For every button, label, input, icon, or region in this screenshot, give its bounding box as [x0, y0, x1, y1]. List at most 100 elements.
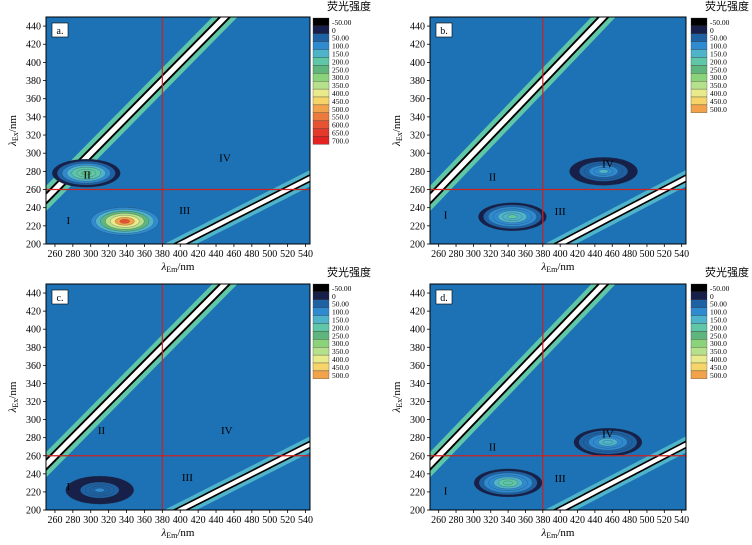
region-label-II: II	[84, 170, 92, 182]
scatter-core	[430, 284, 608, 469]
legend-level: 350.0	[710, 81, 727, 90]
legend-level: 500.0	[332, 105, 349, 114]
y-tick-label: 280	[26, 167, 41, 178]
region-label-III: III	[182, 472, 193, 484]
legend-level: 400.0	[710, 355, 727, 364]
region-label-I: I	[444, 210, 448, 222]
legend-level: 150.0	[710, 316, 727, 325]
x-tick-label: 500	[262, 249, 277, 260]
y-tick-label: 400	[26, 325, 41, 336]
y-tick-label: 200	[410, 506, 425, 517]
y-tick-label: 380	[26, 343, 41, 354]
legend-swatch	[312, 136, 330, 145]
legend-level: 200.0	[332, 323, 349, 332]
y-axis-label: λEx/nm	[7, 115, 20, 147]
legend-swatch	[690, 331, 708, 340]
x-tick-label: 460	[226, 249, 241, 260]
x-axis-label: λEm/nm	[161, 261, 195, 274]
legend-swatch	[690, 362, 708, 372]
plot-frame	[45, 16, 311, 245]
scatter-edge	[430, 284, 610, 472]
x-tick-label: 440	[209, 249, 224, 260]
x-tick-label: 280	[65, 515, 80, 526]
legend-level: 600.0	[332, 121, 349, 130]
legend-level: 200.0	[710, 57, 727, 66]
legend-swatch	[312, 88, 330, 98]
y-tick-label: 340	[26, 112, 41, 123]
scatter-halo	[430, 284, 616, 478]
scatter-core	[46, 17, 229, 203]
x-tick-label: 420	[570, 515, 585, 526]
y-tick-label: 440	[26, 289, 41, 300]
legend-swatch	[312, 73, 330, 82]
y-tick-label: 280	[410, 433, 425, 444]
legend-swatch	[312, 315, 330, 324]
y-tick-label: 340	[410, 379, 425, 390]
y-tick-label: 400	[410, 58, 425, 69]
y-tick-label: 420	[410, 40, 425, 51]
plot-area	[46, 284, 310, 510]
region-label-I: I	[444, 486, 448, 498]
x-tick-label: 480	[244, 515, 259, 526]
legend-swatch	[690, 315, 708, 324]
legend-swatch	[690, 323, 708, 332]
y-tick-label: 200	[26, 506, 41, 517]
panel-label-box	[51, 289, 69, 305]
x-axis-label: λEm/nm	[541, 527, 575, 540]
x-tick-label: 320	[483, 515, 498, 526]
legend: 荧光强度 -50.00050.00100.0150.0200.0250.0300.…	[690, 265, 749, 380]
y-tick-label: 400	[410, 325, 425, 336]
x-tick-label: 520	[280, 249, 295, 260]
legend-swatch	[312, 354, 330, 364]
y-tick-label: 200	[26, 240, 41, 251]
y-tick-label: 380	[410, 343, 425, 354]
legend-level: 200.0	[710, 323, 727, 332]
x-tick-label: 380	[155, 249, 170, 260]
legend-level: 150.0	[332, 316, 349, 325]
x-tick-label: 500	[639, 515, 654, 526]
y-tick-label: 220	[410, 487, 425, 498]
panel-label: d.	[440, 293, 448, 304]
legend-level: -50.00	[332, 284, 352, 293]
peak-contour	[81, 170, 92, 176]
y-tick-label: 240	[410, 203, 425, 214]
x-tick-label: 400	[553, 515, 568, 526]
legend-level: 0	[710, 292, 714, 301]
y-tick-label: 440	[410, 289, 425, 300]
y-tick-label: 200	[410, 240, 425, 251]
legend-swatch	[312, 370, 330, 379]
x-tick-label: 380	[155, 515, 170, 526]
x-tick-label: 480	[622, 515, 637, 526]
legend-swatch	[312, 299, 330, 308]
y-tick-label: 260	[26, 451, 41, 462]
region-label-II: II	[98, 425, 106, 437]
legend-swatch	[690, 33, 708, 42]
x-tick-label: 360	[518, 249, 533, 260]
y-tick-label: 300	[26, 415, 41, 426]
x-tick-label: 280	[449, 515, 464, 526]
region-label-I: I	[67, 215, 71, 227]
legend-level: 500.0	[332, 371, 349, 380]
second-order-core	[175, 175, 310, 244]
legend-swatch	[312, 339, 330, 348]
legend-level: 400.0	[332, 355, 349, 364]
legend-swatch	[690, 96, 708, 106]
legend-swatch	[312, 41, 330, 50]
x-tick-label: 340	[119, 249, 134, 260]
legend-title: 荧光强度	[327, 265, 371, 279]
y-tick-label: 380	[410, 76, 425, 87]
background-level	[46, 284, 310, 510]
x-tick-label: 300	[83, 515, 98, 526]
legend-swatch	[690, 347, 708, 356]
legend-level: 50.00	[710, 34, 727, 43]
y-tick-label: 220	[410, 221, 425, 232]
x-tick-label: 540	[674, 515, 689, 526]
legend-level: 250.0	[710, 65, 727, 74]
region-label-II: II	[489, 441, 497, 453]
second-order-edge	[552, 174, 686, 244]
y-tick-label: 420	[410, 307, 425, 318]
x-tick-label: 520	[657, 515, 672, 526]
panel-label: a.	[57, 26, 64, 37]
legend-swatch	[312, 331, 330, 340]
